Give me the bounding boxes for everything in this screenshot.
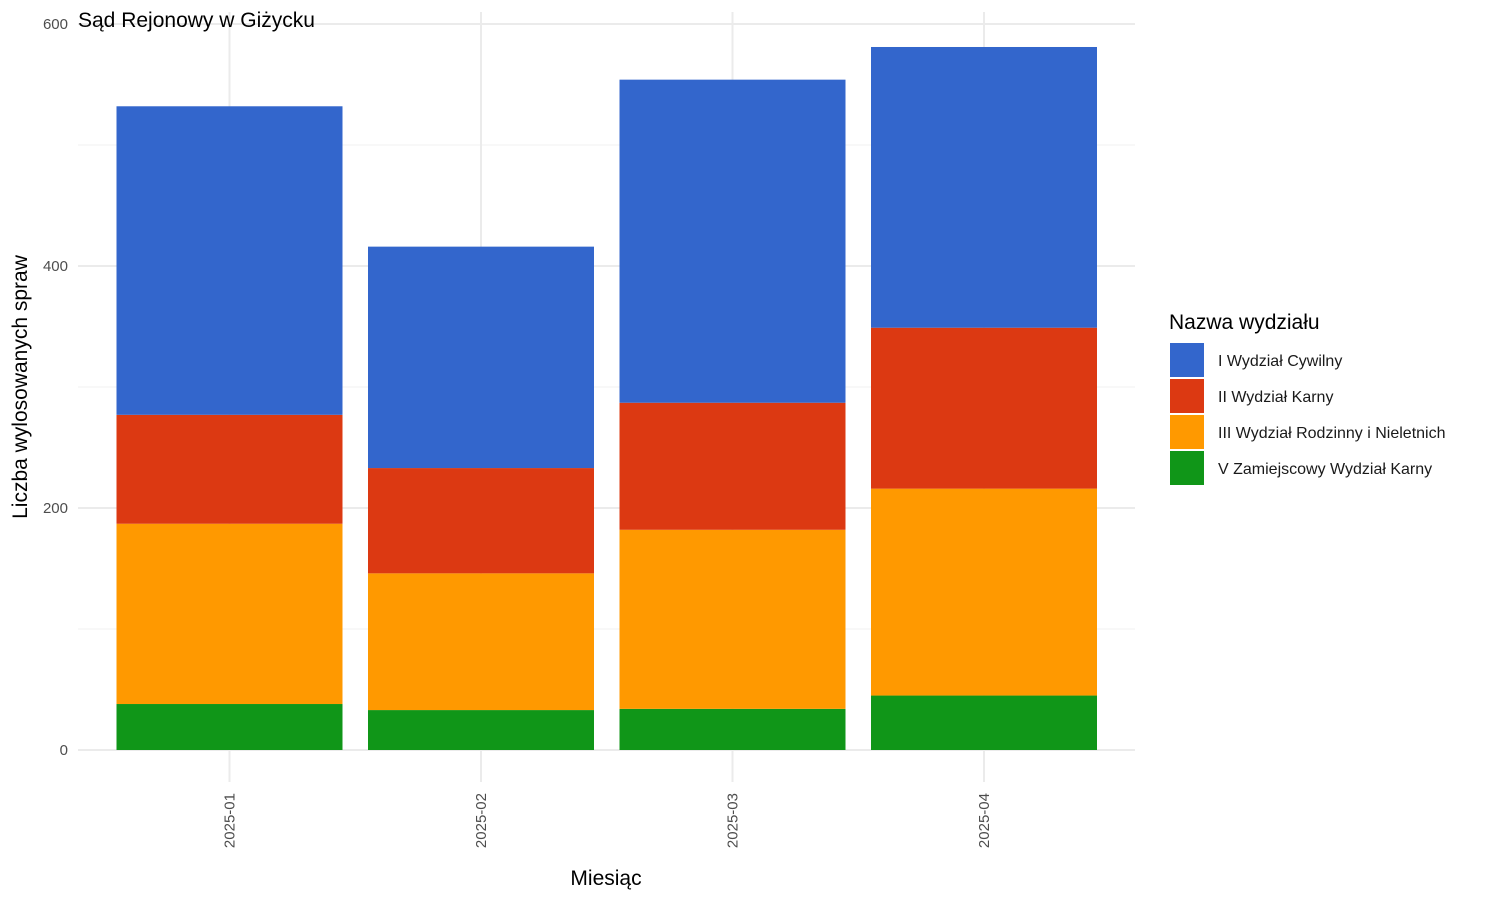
bar-segment (619, 529, 846, 709)
y-tick-label: 0 (60, 742, 68, 759)
bar-segment (871, 327, 1097, 489)
x-tick-label: 2025-01 (222, 793, 239, 848)
bar-segment (871, 488, 1097, 696)
y-tick-label: 400 (43, 258, 68, 275)
legend-title: Nazwa wydziału (1169, 311, 1320, 334)
y-tick-label: 200 (43, 500, 68, 517)
bar-segment (368, 710, 594, 750)
bar-segment (619, 402, 846, 530)
y-axis-title: Liczba wylosowanych spraw (9, 254, 32, 519)
bar-segment (116, 704, 343, 750)
bar-segment (871, 695, 1097, 750)
legend-label: I Wydział Cywilny (1218, 353, 1342, 370)
legend-swatch (1170, 379, 1204, 413)
legend-label: V Zamiejscowy Wydział Karny (1218, 461, 1432, 478)
chart-title: Sąd Rejonowy w Giżycku (78, 9, 315, 32)
x-tick-label: 2025-04 (976, 793, 993, 848)
legend-label: II Wydział Karny (1218, 389, 1333, 406)
y-tick-label: 600 (43, 16, 68, 33)
x-tick-label: 2025-02 (473, 793, 490, 848)
legend: Nazwa wydziału I Wydział Cywilny II Wydzi… (1169, 311, 1446, 485)
bar-segment (116, 106, 343, 415)
bars (116, 46, 1097, 750)
y-axis-ticks: 0 200 400 600 (43, 16, 68, 759)
bar-segment (368, 246, 594, 469)
x-axis-title: Miesiąc (570, 867, 641, 890)
x-tick-label: 2025-03 (725, 793, 742, 848)
bar-segment (116, 414, 343, 524)
legend-label: III Wydział Rodzinny i Nieletnich (1218, 425, 1446, 442)
bar-segment (871, 46, 1097, 328)
x-axis-ticks: 2025-01 2025-02 2025-03 2025-04 (222, 793, 994, 848)
bar-segment (619, 79, 846, 403)
bar-segment (619, 708, 846, 750)
legend-swatch (1170, 451, 1204, 485)
bar-segment (368, 468, 594, 574)
bar-segment (116, 523, 343, 705)
legend-swatch (1170, 415, 1204, 449)
legend-swatch (1170, 343, 1204, 377)
bar-segment (368, 573, 594, 711)
